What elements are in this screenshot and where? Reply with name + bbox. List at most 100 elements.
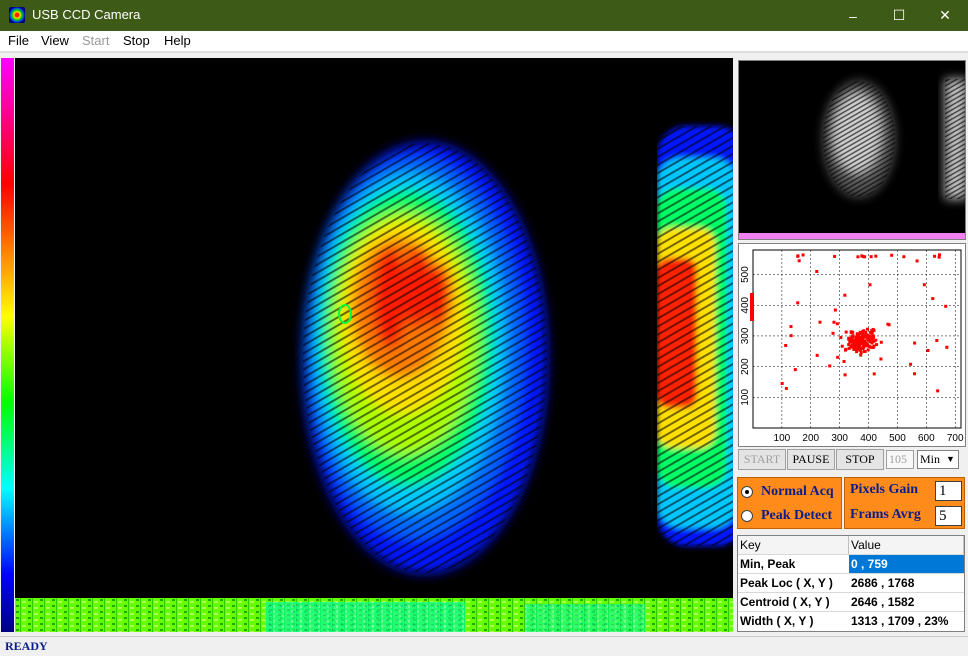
scatter-point (789, 334, 793, 338)
scatter-point (865, 335, 869, 339)
scatter-point (861, 331, 865, 335)
column-header-value[interactable]: Value (849, 536, 964, 554)
x-tick-label: 500 (889, 433, 906, 444)
pause-button[interactable]: PAUSE (787, 449, 835, 470)
scatter-point (864, 341, 868, 345)
table-header: Key Value (738, 536, 964, 555)
scatter-point (931, 297, 935, 301)
scatter-point (850, 343, 854, 347)
scatter-point (789, 325, 793, 329)
start-button[interactable]: START (738, 449, 786, 470)
acquisition-mode-group: Normal Acq Peak Detect (737, 477, 842, 529)
scatter-point (872, 372, 876, 376)
scatter-point (887, 323, 891, 327)
scatter-point (833, 308, 837, 312)
y-tick-label: 300 (740, 327, 751, 344)
scatter-point (780, 381, 784, 385)
close-icon: ✕ (939, 7, 951, 23)
scatter-point (815, 269, 819, 273)
scatter-plot-canvas: 100 200 300 400 500 600 700 100 200 300 400 500 (740, 249, 964, 444)
scatter-point (850, 335, 854, 339)
scatter-point (852, 343, 856, 347)
scatter-point (933, 254, 937, 258)
maximize-button[interactable]: ☐ (876, 0, 922, 31)
pixels-gain-label: Pixels Gain (850, 482, 919, 497)
scatter-point (865, 333, 869, 337)
stop-button[interactable]: STOP (836, 449, 884, 470)
scatter-point (852, 345, 856, 349)
menu-start[interactable]: Start (82, 33, 110, 48)
scatter-point (879, 357, 883, 361)
scatter-plot: 100 200 300 400 500 600 700 100 200 300 400 500 (738, 243, 966, 447)
row-value: 2686 , 1768 (851, 576, 915, 590)
minimize-button[interactable]: – (830, 0, 876, 31)
thumbnail-preview[interactable] (738, 60, 966, 240)
scatter-point (913, 341, 917, 345)
menu-stop[interactable]: Stop (123, 33, 150, 48)
scatter-point (796, 254, 800, 258)
mode-select[interactable]: Min ▼ (917, 450, 959, 469)
scatter-point (870, 331, 874, 335)
pixels-gain-input[interactable]: 1 (935, 481, 962, 501)
scatter-point (868, 345, 872, 349)
menu-file[interactable]: File (8, 33, 29, 48)
status-text: READY (5, 639, 48, 653)
scatter-point (863, 255, 867, 259)
scatter-point (872, 344, 876, 348)
minimize-icon: – (849, 7, 857, 24)
scatter-point (860, 342, 864, 346)
scatter-point (835, 322, 839, 326)
scatter-point (828, 364, 832, 368)
scatter-point (865, 327, 869, 331)
table-row[interactable]: Width ( X, Y ) 1313 , 1709 , 23% (738, 612, 964, 631)
scatter-point (793, 368, 797, 372)
scatter-point (868, 340, 872, 344)
scatter-point (844, 330, 848, 334)
scatter-point (858, 330, 862, 334)
x-tick-label: 700 (947, 433, 964, 444)
chevron-down-icon[interactable]: ▼ (946, 454, 955, 464)
scatter-point (867, 338, 871, 342)
close-button[interactable]: ✕ (922, 0, 968, 31)
scatter-point (850, 339, 854, 343)
scatter-point (874, 254, 878, 258)
menu-separator (0, 51, 968, 53)
menu-bar: File View Start Stop Help (0, 31, 968, 51)
settings-group: Pixels Gain 1 Frams Avrg 5 (844, 477, 965, 529)
scatter-point (801, 253, 805, 257)
table-row[interactable]: Centroid ( X, Y ) 2646 , 1582 (738, 593, 964, 612)
beam-image-view[interactable] (15, 58, 733, 632)
scatter-point (855, 350, 859, 354)
scatter-point (847, 337, 851, 341)
menu-view[interactable]: View (41, 33, 69, 48)
scatter-point (815, 353, 819, 357)
peak-detect-option[interactable]: Peak Detect (741, 505, 832, 527)
frame-count-field[interactable]: 105 (886, 450, 914, 469)
table-row[interactable]: Peak Loc ( X, Y ) 2686 , 1768 (738, 574, 964, 593)
camera-app-icon (9, 7, 25, 23)
scatter-point (863, 349, 867, 353)
scatter-point (784, 343, 788, 347)
x-tick-label: 300 (831, 433, 848, 444)
scatter-point (860, 339, 864, 343)
column-header-key[interactable]: Key (738, 536, 849, 554)
peak-detect-radio[interactable] (741, 510, 753, 522)
scatter-point (852, 347, 856, 351)
row-key: Centroid ( X, Y ) (740, 595, 830, 609)
scatter-point (937, 255, 941, 259)
scatter-point (818, 320, 822, 324)
scatter-point (879, 340, 883, 344)
scatter-point (864, 330, 868, 334)
table-row[interactable]: Min, Peak 0 , 759 (738, 555, 964, 574)
scatter-point (843, 373, 847, 377)
normal-acq-option[interactable]: Normal Acq (741, 481, 834, 503)
scatter-point (859, 350, 863, 354)
scatter-point (902, 255, 906, 259)
x-tick-label: 200 (802, 433, 819, 444)
normal-acq-radio[interactable] (741, 486, 753, 498)
mode-select-value: Min (920, 452, 941, 466)
menu-help[interactable]: Help (164, 33, 191, 48)
scatter-point (833, 254, 837, 258)
scatter-point (866, 343, 870, 347)
frames-avrg-input[interactable]: 5 (935, 506, 962, 526)
